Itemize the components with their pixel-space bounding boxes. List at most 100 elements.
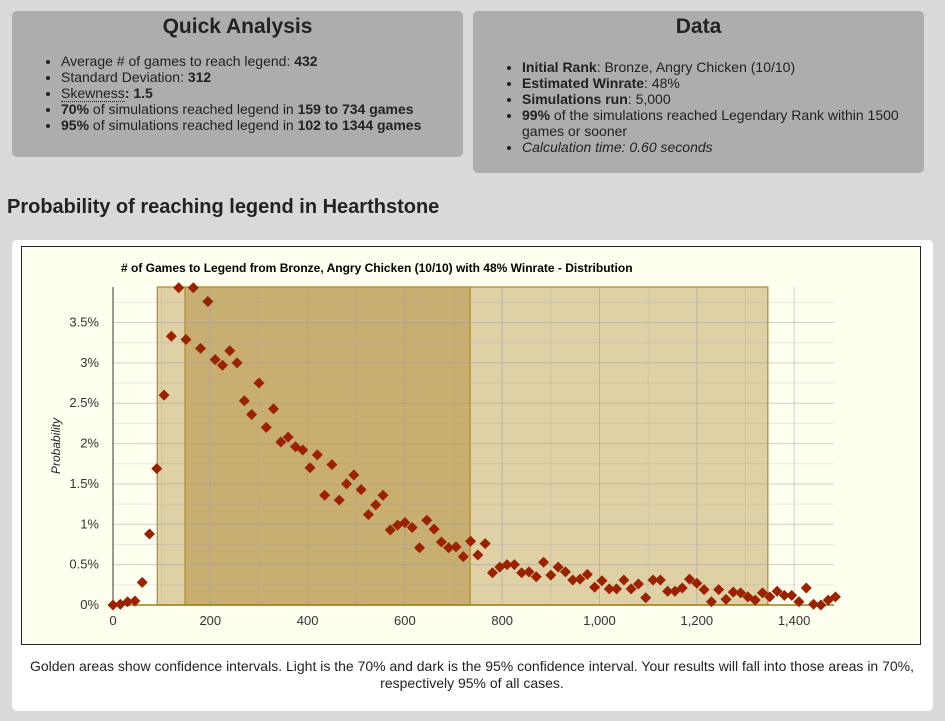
y-tick-label: 2.5% xyxy=(69,395,99,410)
data-point xyxy=(435,536,447,548)
data-point xyxy=(114,598,126,610)
data-point xyxy=(311,449,323,461)
data-calc-time: Calculation time: 0.60 seconds xyxy=(522,139,904,155)
data-point xyxy=(180,333,192,345)
data-point xyxy=(472,549,484,561)
data-point xyxy=(421,514,433,526)
data-point xyxy=(384,524,396,536)
data-point xyxy=(647,574,659,586)
y-tick-label: 0.5% xyxy=(69,557,99,572)
data-point xyxy=(450,541,462,553)
data-point xyxy=(705,596,717,608)
stat-label: of simulations reached legend in xyxy=(89,101,298,117)
data-point xyxy=(756,587,768,599)
data-value: : 5,000 xyxy=(627,91,671,107)
quick-analysis-panel: Quick Analysis Average # of games to rea… xyxy=(12,11,463,157)
x-tick-label: 400 xyxy=(297,613,319,628)
data-point xyxy=(195,342,207,354)
data-point xyxy=(122,596,134,608)
data-point xyxy=(742,591,754,603)
data-label: Initial Rank xyxy=(522,59,597,75)
data-point xyxy=(625,583,637,595)
stat-value: 159 to 734 games xyxy=(297,101,414,117)
data-initial-rank: Initial Rank: Bronze, Angry Chicken (10/… xyxy=(522,59,904,75)
data-value: : Bronze, Angry Chicken (10/10) xyxy=(596,59,796,75)
data-point xyxy=(224,345,236,357)
data-label: Simulations run xyxy=(522,91,628,107)
data-point xyxy=(523,566,535,578)
data-value: of the simulations reached Legendary Ran… xyxy=(522,107,899,139)
data-point xyxy=(691,577,703,589)
distribution-chart: # of Games to Legend from Bronze, Angry … xyxy=(49,261,841,628)
stat-skewness: Skewness: 1.5 xyxy=(61,85,463,102)
data-point xyxy=(479,538,491,550)
data-point xyxy=(465,535,477,547)
data-point xyxy=(632,578,644,590)
stat-value: 70% xyxy=(61,101,90,117)
data-point xyxy=(764,591,776,603)
data-point xyxy=(341,478,353,490)
data-panel: Data Initial Rank: Bronze, Angry Chicken… xyxy=(473,11,924,173)
stat-value: 102 to 1344 games xyxy=(297,117,422,133)
data-99: 99% of the simulations reached Legendary… xyxy=(522,107,904,139)
confidence-band-70 xyxy=(184,286,471,606)
data-point xyxy=(778,589,790,601)
quick-analysis-title: Quick Analysis xyxy=(162,15,313,38)
data-point xyxy=(640,592,652,604)
data-point xyxy=(611,583,623,595)
y-tick-label: 0% xyxy=(80,597,99,612)
x-tick-label: 1,200 xyxy=(681,613,714,628)
data-point xyxy=(260,421,272,433)
chart-card: # of Games to Legend from Bronze, Angry … xyxy=(12,240,933,711)
data-point xyxy=(253,377,265,389)
data-point xyxy=(151,463,163,475)
data-point xyxy=(552,561,564,573)
stat-value: 95% xyxy=(61,117,90,133)
data-point xyxy=(304,462,316,474)
data-point xyxy=(581,568,593,580)
data-point xyxy=(530,571,542,583)
data-point xyxy=(698,584,710,596)
skewness-abbr[interactable]: Skewness xyxy=(61,85,125,102)
data-point xyxy=(603,583,615,595)
data-value: : 48% xyxy=(644,75,680,91)
section-title: Probability of reaching legend in Hearth… xyxy=(7,196,440,218)
data-point xyxy=(216,359,228,371)
data-point xyxy=(362,509,374,521)
data-point xyxy=(508,559,520,571)
stat-stddev: Standard Deviation: 312 xyxy=(61,69,463,85)
chart-title: # of Games to Legend from Bronze, Angry … xyxy=(121,261,633,275)
data-point xyxy=(297,444,309,456)
data-point xyxy=(538,556,550,568)
data-point xyxy=(486,567,498,579)
data-point xyxy=(289,441,301,453)
data-point xyxy=(136,576,148,588)
data-point xyxy=(516,567,528,579)
data-point xyxy=(348,469,360,481)
x-tick-label: 200 xyxy=(199,613,221,628)
data-point xyxy=(202,296,214,308)
data-label: Estimated Winrate xyxy=(522,75,645,91)
x-tick-label: 600 xyxy=(394,613,416,628)
data-point xyxy=(413,542,425,554)
y-axis-label: Probability xyxy=(49,417,63,474)
data-point xyxy=(727,586,739,598)
data-point xyxy=(428,523,440,535)
stat-average: Average # of games to reach legend: 432 xyxy=(61,53,463,69)
data-point xyxy=(443,542,455,554)
chart-caption: Golden areas show confidence intervals. … xyxy=(29,658,915,691)
data-point xyxy=(457,551,469,563)
data-point xyxy=(793,596,805,608)
y-tick-label: 3.5% xyxy=(69,315,99,330)
stat-value: 312 xyxy=(187,69,212,85)
data-point xyxy=(720,593,732,605)
data-label: 99% xyxy=(522,107,551,123)
data-point xyxy=(143,528,155,540)
data-point xyxy=(406,522,418,534)
data-point xyxy=(574,573,586,585)
stat-70: 70% of simulations reached legend in 159… xyxy=(61,101,463,117)
data-point xyxy=(713,584,725,596)
data-point xyxy=(771,585,783,597)
stat-value: 432 xyxy=(294,53,318,69)
data-point xyxy=(282,431,294,443)
